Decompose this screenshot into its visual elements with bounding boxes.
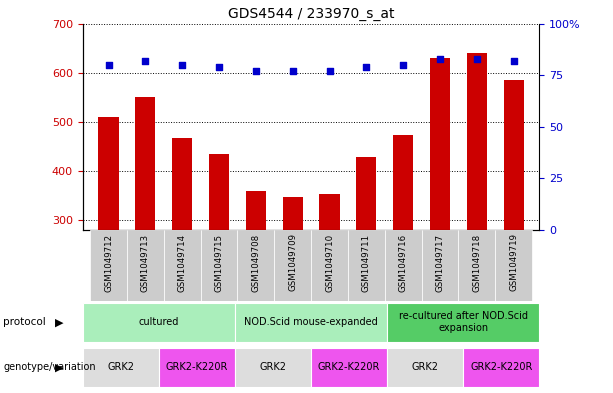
Text: NOD.Scid mouse-expanded: NOD.Scid mouse-expanded (244, 317, 378, 327)
Bar (463, 348, 539, 387)
Point (362, 64, 371, 70)
Bar (83, 303, 235, 342)
Point (325, 68, 335, 74)
Text: GRK2: GRK2 (412, 362, 439, 373)
Bar (283, 196, 303, 367)
Text: GSM1049719: GSM1049719 (509, 233, 518, 292)
Bar (99, 117, 119, 367)
Text: re-cultured after NOD.Scid
expansion: re-cultured after NOD.Scid expansion (399, 312, 528, 333)
Point (177, 62, 187, 68)
Text: cultured: cultured (139, 317, 179, 327)
Bar (311, 348, 387, 387)
Bar (387, 348, 463, 387)
Point (287, 68, 297, 74)
Point (509, 58, 519, 64)
Bar (90, 230, 127, 301)
Bar (164, 230, 200, 301)
Text: GRK2: GRK2 (107, 362, 134, 373)
Bar (319, 194, 340, 367)
Bar (503, 80, 524, 367)
Text: GSM1049715: GSM1049715 (215, 233, 224, 292)
Bar (127, 230, 164, 301)
Text: GSM1049716: GSM1049716 (398, 233, 408, 292)
Title: GDS4544 / 233970_s_at: GDS4544 / 233970_s_at (228, 7, 394, 21)
Bar (235, 348, 311, 387)
Text: GSM1049713: GSM1049713 (141, 233, 150, 292)
Text: GRK2: GRK2 (259, 362, 286, 373)
Bar (135, 97, 156, 367)
Bar (172, 138, 192, 367)
Point (251, 68, 261, 74)
Text: ▶: ▶ (55, 317, 63, 327)
Bar (422, 230, 459, 301)
Bar (274, 230, 311, 301)
Bar (159, 348, 235, 387)
Bar (385, 230, 422, 301)
Text: GSM1049717: GSM1049717 (435, 233, 444, 292)
Bar (466, 53, 487, 367)
Bar (200, 230, 237, 301)
Point (398, 62, 408, 68)
Bar (495, 230, 532, 301)
Text: GSM1049710: GSM1049710 (325, 233, 334, 292)
Point (435, 55, 445, 62)
Bar (348, 230, 385, 301)
Bar (209, 154, 229, 367)
Text: GRK2-K220R: GRK2-K220R (470, 362, 533, 373)
Text: GSM1049708: GSM1049708 (251, 233, 261, 292)
Bar (246, 191, 266, 367)
Bar (430, 58, 450, 367)
Text: ▶: ▶ (55, 362, 63, 373)
Point (104, 62, 113, 68)
Bar (459, 230, 495, 301)
Bar (237, 230, 274, 301)
Point (140, 58, 150, 64)
Bar (311, 230, 348, 301)
Text: GRK2-K220R: GRK2-K220R (166, 362, 228, 373)
Text: GRK2-K220R: GRK2-K220R (318, 362, 380, 373)
Point (472, 55, 482, 62)
Text: GSM1049712: GSM1049712 (104, 233, 113, 292)
Text: GSM1049718: GSM1049718 (473, 233, 481, 292)
Text: GSM1049709: GSM1049709 (288, 233, 297, 292)
Bar (356, 157, 376, 367)
Text: GSM1049714: GSM1049714 (178, 233, 187, 292)
Point (214, 64, 224, 70)
Bar (235, 303, 387, 342)
Text: genotype/variation: genotype/variation (3, 362, 96, 373)
Bar (83, 348, 159, 387)
Text: GSM1049711: GSM1049711 (362, 233, 371, 292)
Bar (387, 303, 539, 342)
Bar (393, 135, 413, 367)
Text: protocol: protocol (3, 317, 46, 327)
